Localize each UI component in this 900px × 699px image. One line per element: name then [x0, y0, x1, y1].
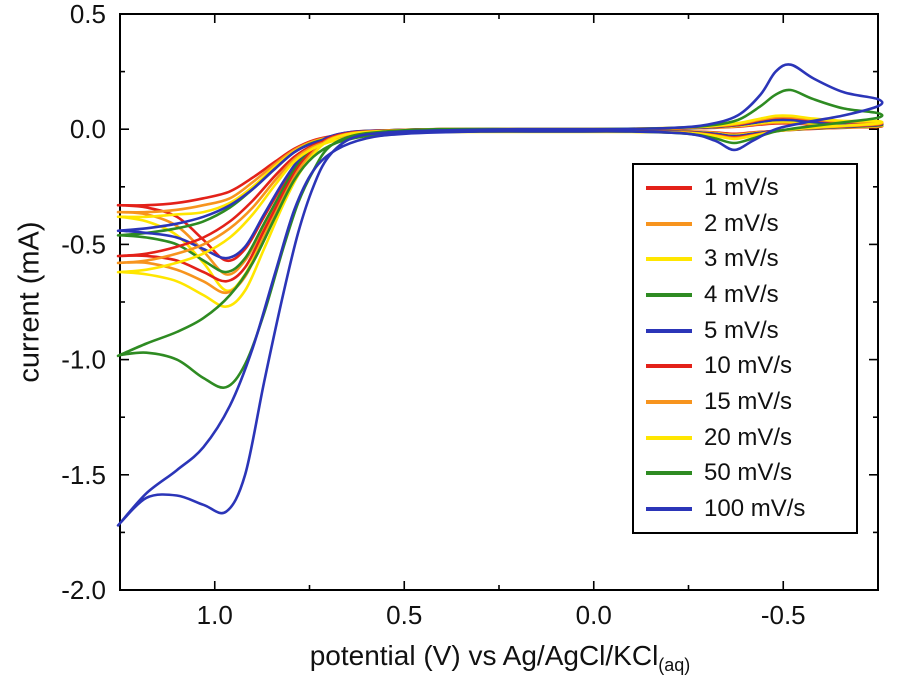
legend-item: 2 mV/s: [646, 207, 856, 240]
legend-line-swatch: [646, 221, 692, 226]
legend-item: 50 mV/s: [646, 457, 856, 490]
legend-item: 5 mV/s: [646, 314, 856, 347]
y-tick-label: -1.0: [61, 345, 106, 375]
legend-line-swatch: [646, 399, 692, 404]
legend-item-label: 3 mV/s: [704, 245, 779, 273]
y-axis-title: current (mA): [14, 221, 47, 382]
y-tick-label: -2.0: [61, 575, 106, 605]
legend-item: 15 mV/s: [646, 385, 856, 418]
legend-box: 1 mV/s 2 mV/s 3 mV/s 4 mV/s 5 mV/s 10 mV/s 15 …: [632, 163, 858, 534]
x-tick-label: 0.5: [386, 600, 422, 630]
legend-item-label: 2 mV/s: [704, 209, 779, 237]
x-tick-label: -0.5: [761, 600, 806, 630]
legend-item-label: 20 mV/s: [704, 423, 793, 451]
y-tick-label: 0.0: [70, 114, 106, 144]
legend-item: 100 mV/s: [646, 492, 856, 525]
legend-line-swatch: [646, 364, 692, 369]
y-tick-label: -0.5: [61, 229, 106, 259]
legend-item-label: 10 mV/s: [704, 352, 793, 380]
x-axis-title: potential (V) vs Ag/AgCl/KCl(aq): [309, 640, 691, 675]
legend-line-swatch: [646, 471, 692, 476]
legend-line-swatch: [646, 293, 692, 297]
legend-line-swatch: [646, 328, 692, 333]
legend-item: 10 mV/s: [646, 350, 856, 383]
y-tick-label: 0.5: [70, 0, 106, 29]
legend-line-swatch: [646, 435, 692, 440]
x-axis-title-subscript: (aq): [658, 655, 691, 675]
legend-item-label: 50 mV/s: [704, 459, 793, 487]
legend-item: 20 mV/s: [646, 421, 856, 454]
legend-item: 1 mV/s: [646, 172, 856, 205]
legend-item: 4 mV/s: [646, 279, 856, 312]
legend-item-label: 4 mV/s: [704, 281, 779, 308]
legend-line-swatch: [646, 186, 692, 191]
legend-item-label: 1 mV/s: [704, 174, 779, 202]
x-axis-title-text: potential (V) vs Ag/AgCl/KCl: [309, 640, 659, 671]
axis-ticks: [120, 13, 878, 591]
axis-tick-labels: 1.0 0.5 0.0 -0.5 0.5 0.0 -0.5 -1.0 -1.5 -2.0: [61, 0, 805, 630]
legend-item-label: 5 mV/s: [704, 316, 779, 344]
x-tick-label: 1.0: [197, 600, 233, 630]
legend-item: 3 mV/s: [646, 243, 856, 276]
legend-item-label: 100 mV/s: [704, 494, 806, 522]
legend-line-swatch: [646, 257, 692, 262]
legend-item-label: 15 mV/s: [704, 387, 793, 415]
x-tick-label: 0.0: [576, 600, 612, 630]
y-tick-label: -1.5: [61, 460, 106, 490]
series-curves: [116, 63, 884, 527]
legend-line-swatch: [646, 506, 692, 511]
series-line-100-mv-s: [116, 63, 884, 527]
y-axis-title-text: current (mA): [13, 221, 46, 383]
